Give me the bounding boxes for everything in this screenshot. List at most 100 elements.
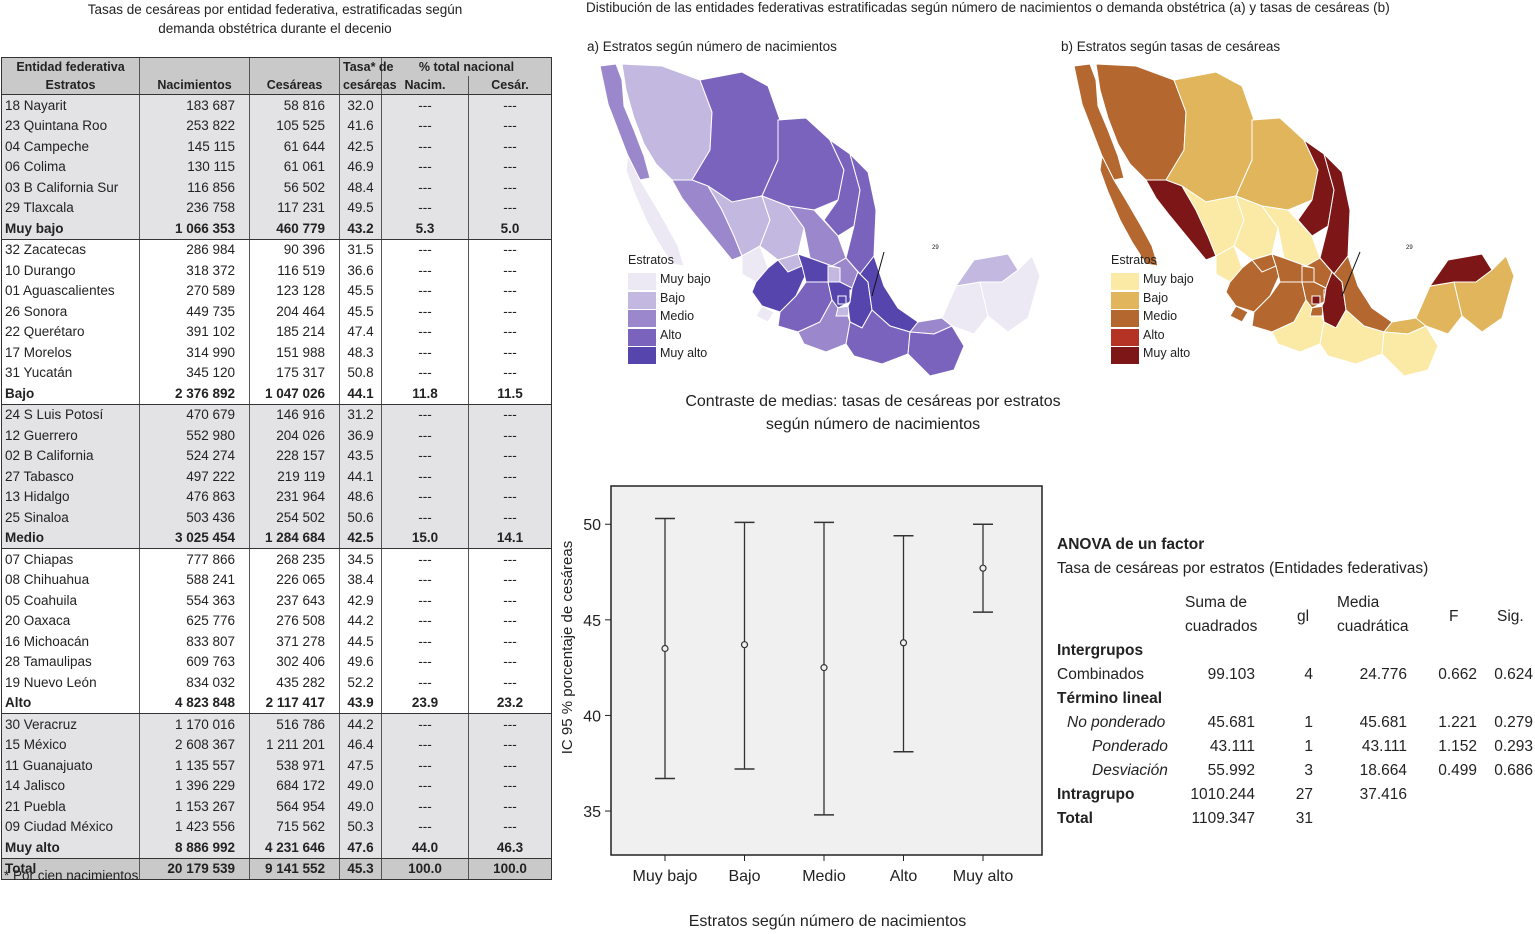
cesareans-cell: 204 026 [249, 425, 340, 446]
pct-births-cell: 44.0 [381, 837, 469, 859]
anova-ss-cell: 55.992 [1207, 762, 1255, 779]
rate-cell: 43.5 [339, 445, 382, 466]
births-cell: 391 102 [139, 321, 250, 342]
table-row: 22 Querétaro 391 102 185 214 47.4 --- --- [1, 321, 552, 342]
mean-point [740, 641, 749, 649]
state-cell: 14 Jalisco [1, 775, 140, 796]
pct-births-cell: --- [381, 321, 469, 342]
map_b-legend-swatch [1111, 273, 1139, 290]
pct-births-cell: --- [381, 445, 469, 466]
cesareans-cell: 90 396 [249, 239, 340, 260]
state-cell: Medio [1, 527, 140, 549]
stratum-summary-row: Muy alto 8 886 992 4 231 646 47.6 44.0 46.3 [1, 837, 552, 859]
cesareans-cell: 1 047 026 [249, 383, 340, 405]
pct-cesareans-cell: --- [468, 177, 552, 198]
births-cell: 503 436 [139, 507, 250, 528]
state-cell: 32 Zacatecas [1, 239, 140, 260]
table-row: 13 Hidalgo 476 863 231 964 48.6 --- --- [1, 486, 552, 507]
header-pct-births: Nacim. [381, 76, 469, 95]
rate-cell: 45.3 [339, 857, 382, 880]
anova-ms-cell: 18.664 [1359, 762, 1407, 779]
table-row: 14 Jalisco 1 396 229 684 172 49.0 --- --- [1, 775, 552, 796]
rate-cell: 49.0 [339, 775, 382, 796]
map_b-legend-label: Bajo [1143, 290, 1169, 305]
anova-gl-cell: 4 [1304, 666, 1313, 683]
cesareans-cell: 684 172 [249, 775, 340, 796]
table-row: 12 Guerrero 552 980 204 026 36.9 --- --- [1, 425, 552, 446]
anova-ms-cell: 45.681 [1359, 714, 1407, 731]
pct-births-cell: --- [381, 280, 469, 301]
anova-f-cell: 1.152 [1438, 738, 1477, 755]
pct-births-cell: --- [381, 301, 469, 322]
anova-row-label: No ponderado [1067, 714, 1166, 731]
pct-births-cell: --- [381, 404, 469, 425]
map-b-legend-title: Estratos [1111, 253, 1157, 267]
anova-row-label: Ponderado [1092, 738, 1168, 755]
rate-cell: 48.3 [339, 342, 382, 363]
pct-births-cell: --- [381, 672, 469, 693]
y-tick-label: 50 [583, 517, 601, 534]
table-row: 16 Michoacán 833 807 371 278 44.5 --- --- [1, 631, 552, 652]
map-b-legend: Estratos Muy bajo Bajo Medio Alto Muy alto [1111, 253, 1221, 365]
rate-cell: 44.1 [339, 466, 382, 487]
state-cell: 18 Nayarit [1, 94, 140, 116]
map-a-coahuila [761, 117, 845, 211]
state-cell: 04 Campeche [1, 136, 140, 157]
anova-sig-cell: 0.624 [1494, 666, 1533, 683]
map_a-legend-swatch [628, 347, 656, 365]
rate-cell: 47.4 [339, 321, 382, 342]
map-b-qroo [1453, 255, 1515, 333]
map-b-colima [1229, 305, 1249, 323]
births-cell: 834 032 [139, 672, 250, 693]
births-cell: 1 066 353 [139, 218, 250, 240]
rate-cell: 36.6 [339, 260, 382, 281]
cesareans-cell: 460 779 [249, 218, 340, 240]
births-cell: 552 980 [139, 425, 250, 446]
pct-cesareans-cell: --- [468, 94, 552, 116]
table-row: 27 Tabasco 497 222 219 119 44.1 --- --- [1, 466, 552, 487]
table-row: 26 Sonora 449 735 204 464 45.5 --- --- [1, 301, 552, 322]
map-b-cdmx [1311, 295, 1321, 305]
pct-cesareans-cell: --- [468, 816, 552, 837]
pct-cesareans-cell: --- [468, 672, 552, 693]
pct-births-cell: --- [381, 239, 469, 260]
anova-h-ss-bottom: cuadrados [1185, 618, 1258, 635]
pct-cesareans-cell: --- [468, 734, 552, 755]
births-cell: 1 170 016 [139, 713, 250, 735]
pct-births-cell: --- [381, 115, 469, 136]
births-cell: 1 396 229 [139, 775, 250, 796]
pct-cesareans-cell: 5.0 [468, 218, 552, 240]
pct-cesareans-cell: --- [468, 755, 552, 776]
map_a-legend-label: Muy alto [660, 346, 708, 361]
rate-cell: 50.8 [339, 362, 382, 383]
anova-row-label: Desviación [1092, 762, 1168, 779]
cesareans-cell: 61 061 [249, 156, 340, 177]
table-row: 20 Oaxaca 625 776 276 508 44.2 --- --- [1, 610, 552, 631]
state-cell: 06 Colima [1, 156, 140, 177]
header-pct-cesareans: Cesár. [468, 76, 552, 95]
mean-point [899, 639, 908, 647]
state-cell: 31 Yucatán [1, 362, 140, 383]
state-cell: 23 Quintana Roo [1, 115, 140, 136]
rate-cell: 50.6 [339, 507, 382, 528]
map_a-legend-label: Muy bajo [660, 272, 711, 286]
pct-cesareans-cell: 23.2 [468, 692, 552, 714]
header-strata: Estratos [1, 76, 140, 95]
map-b-callout-line [1341, 251, 1361, 297]
map-b-chiapas [1381, 325, 1439, 377]
cesareans-cell: 4 231 646 [249, 837, 340, 859]
births-cell: 2 376 892 [139, 383, 250, 405]
cesareans-cell: 56 502 [249, 177, 340, 198]
table-row: 06 Colima 130 115 61 061 46.9 --- --- [1, 156, 552, 177]
cesareans-cell: 228 157 [249, 445, 340, 466]
state-cell: 09 Ciudad México [1, 816, 140, 837]
maps-title: Distibución de las entidades federativas… [586, 0, 1390, 15]
map_b-legend-label: Medio [1143, 309, 1178, 324]
cesareans-cell: 175 317 [249, 362, 340, 383]
pct-births-cell: --- [381, 610, 469, 631]
map-b-guerrero [1271, 299, 1325, 353]
rate-cell: 44.2 [339, 713, 382, 735]
state-cell: 10 Durango [1, 260, 140, 281]
map-b-bcs [1099, 154, 1159, 267]
state-cell: 03 B California Sur [1, 177, 140, 198]
